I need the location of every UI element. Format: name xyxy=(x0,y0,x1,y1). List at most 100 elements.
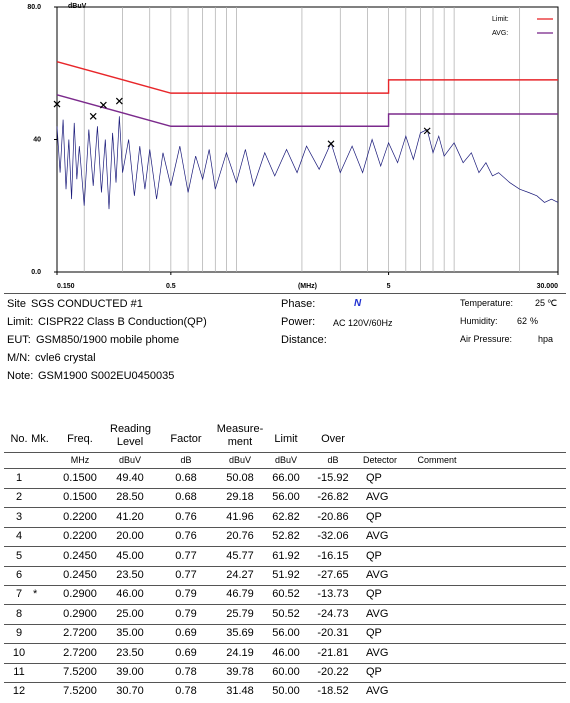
column-header: Measure-ment xyxy=(216,423,264,448)
table-cell: 10 xyxy=(12,646,26,659)
table-cell: 56.00 xyxy=(272,491,300,504)
table-cell: 23.50 xyxy=(116,646,144,659)
table-cell: 3 xyxy=(15,510,23,523)
table-cell: 0.68 xyxy=(175,472,197,484)
info-label: M/N: xyxy=(7,352,31,364)
column-header: Mk. xyxy=(31,433,49,445)
table-cell: 0.76 xyxy=(175,510,197,523)
table-cell: 29.18 xyxy=(226,491,254,504)
table-cell: 7.5200 xyxy=(63,685,97,698)
chart: 0.150 0.5 5 30.000 (MHz) 0.0 40 80.0 dBuV Limit: A… xyxy=(27,3,559,290)
table-cell: 2.7200 xyxy=(63,627,97,640)
info-label: Phase: xyxy=(281,298,316,310)
rule xyxy=(4,468,566,469)
table-cell: 25.79 xyxy=(226,607,254,620)
table-cell: 60.52 xyxy=(272,588,300,601)
column-header: Factor xyxy=(170,433,202,445)
table-cell: 25.00 xyxy=(116,607,144,620)
unit-header: Detector xyxy=(362,455,398,465)
unit-header: dB xyxy=(180,455,192,465)
table-cell: 0.78 xyxy=(175,666,197,678)
table-cell: -26.82 xyxy=(317,491,349,504)
table-cell: 8 xyxy=(15,607,23,620)
table-cell: 0.79 xyxy=(175,607,197,620)
info-unit: hpa xyxy=(538,334,554,344)
table-cell: 60.00 xyxy=(272,666,300,678)
unit-header: MHz xyxy=(70,455,90,465)
table-cell: 4 xyxy=(15,530,23,543)
unit-header: dBuV xyxy=(118,455,142,465)
peak-marker xyxy=(423,127,431,135)
info-label: Temperature: xyxy=(460,298,514,308)
spectrum-trace xyxy=(56,116,559,210)
info-value: 62 xyxy=(517,316,528,326)
table-cell: QP xyxy=(366,588,382,601)
table-cell: 0.77 xyxy=(175,569,197,581)
rule xyxy=(4,604,566,606)
table-cell: -24.73 xyxy=(317,607,349,620)
table-cell: 0.77 xyxy=(175,549,197,562)
info-unit: ℃ xyxy=(547,298,558,308)
unit-header: dB xyxy=(327,455,339,465)
column-header: Reading Level xyxy=(110,423,151,448)
table-cell: 39.78 xyxy=(226,666,254,678)
table-cell: 51.92 xyxy=(272,569,300,581)
table-cell: -18.52 xyxy=(317,685,349,698)
table-cell: 0.2200 xyxy=(63,510,97,523)
info-value: cvle6 crystal xyxy=(35,352,96,364)
table-cell: 0.2200 xyxy=(63,530,97,543)
table-cell: 7 xyxy=(15,588,23,601)
unit-header: Comment xyxy=(417,455,457,465)
table-cell: QP xyxy=(366,549,382,562)
table-cell: 41.96 xyxy=(226,510,254,523)
table-cell: 9 xyxy=(15,627,23,640)
table-cell: 0.69 xyxy=(175,646,197,659)
table-cell: 39.00 xyxy=(116,666,144,678)
table-cell: AVG xyxy=(366,607,389,620)
table-cell: 50.08 xyxy=(226,472,254,484)
info-value: GSM1900 S002EU0450035 xyxy=(38,370,175,382)
table-cell: 62.82 xyxy=(272,510,300,523)
table-cell: * xyxy=(33,588,38,601)
table-cell: 49.40 xyxy=(116,472,144,484)
table-cell: -13.73 xyxy=(317,588,349,601)
table-cell: 24.19 xyxy=(226,646,254,659)
info-value: GSM850/1900 mobile phome xyxy=(36,334,180,346)
table-cell: 31.48 xyxy=(226,685,254,698)
rule xyxy=(4,682,566,683)
x-tick-label: 30.000 xyxy=(537,283,559,290)
rule xyxy=(4,662,566,664)
table-cell: 20.00 xyxy=(116,530,144,543)
info-label: Note: xyxy=(7,370,34,382)
info-value: SGS CONDUCTED #1 xyxy=(31,298,143,310)
table-cell: AVG xyxy=(366,685,389,698)
table-cell: 2 xyxy=(15,491,23,504)
table-cell: AVG xyxy=(366,530,389,543)
info-label: Site xyxy=(7,298,26,310)
info-value: 25 xyxy=(535,298,546,308)
table-cell: QP xyxy=(366,666,382,678)
table-cell: 35.69 xyxy=(226,627,254,640)
table-cell: 0.68 xyxy=(175,491,197,504)
info-unit: % xyxy=(530,316,539,326)
table-cell: 23.50 xyxy=(116,569,144,581)
info-value: CISPR22 Class B Conduction(QP) xyxy=(38,316,207,328)
info-label: Power: xyxy=(281,316,316,328)
table-cell: 28.50 xyxy=(116,491,144,504)
rule xyxy=(4,526,566,528)
y-tick-label: 0.0 xyxy=(31,269,41,276)
unit-header: dBuV xyxy=(228,455,252,465)
info-label: Limit: xyxy=(7,316,34,328)
rule xyxy=(4,623,566,625)
column-header: Limit xyxy=(274,433,298,445)
table-cell: 45.77 xyxy=(226,549,254,562)
limit-line xyxy=(56,60,558,94)
x-tick-label: 0.5 xyxy=(166,283,176,290)
table-cell: 46.00 xyxy=(272,646,300,659)
table-cell: 30.70 xyxy=(116,685,144,698)
table-cell: QP xyxy=(366,627,382,640)
x-axis-label: (MHz) xyxy=(298,283,317,290)
table-cell: -20.86 xyxy=(317,510,349,523)
table-cell: 50.00 xyxy=(272,685,300,698)
table-cell: -27.65 xyxy=(317,569,349,581)
